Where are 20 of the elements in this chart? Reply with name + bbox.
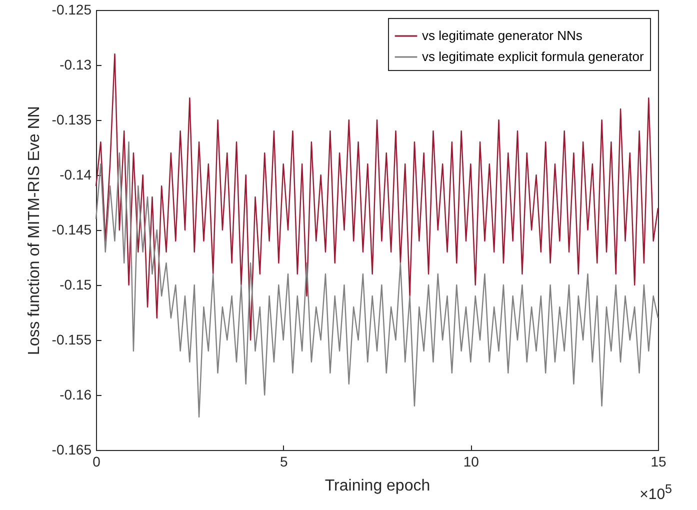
x-tick-label: 10	[463, 454, 480, 470]
legend-label: vs legitimate generator NNs	[422, 28, 583, 43]
y-tick-label: -0.155	[52, 332, 92, 348]
y-axis-title: Loss function of MITM-RIS Eve NN	[26, 106, 43, 355]
x-tick-label: 0	[92, 454, 101, 470]
x-tick-label: 5	[280, 454, 288, 470]
y-tick-label: -0.145	[52, 222, 92, 238]
y-tick-label: -0.14	[60, 166, 92, 182]
line-series	[95, 141, 659, 418]
y-tick-label: -0.165	[52, 442, 92, 458]
line-series	[95, 53, 659, 341]
y-tick-label: -0.13	[60, 56, 92, 72]
text: ×10$^{5}$	[640, 482, 672, 503]
y-tick-label: -0.125	[52, 2, 92, 18]
x-axis-title: Training epoch	[324, 478, 430, 494]
legend-label: vs legitimate explicit formula generator	[422, 49, 644, 64]
y-tick-label: -0.15	[60, 276, 92, 292]
y-tick-label: -0.16	[60, 386, 92, 402]
y-tick-label: -0.135	[52, 112, 92, 128]
x-tick-label: 15	[650, 454, 666, 470]
